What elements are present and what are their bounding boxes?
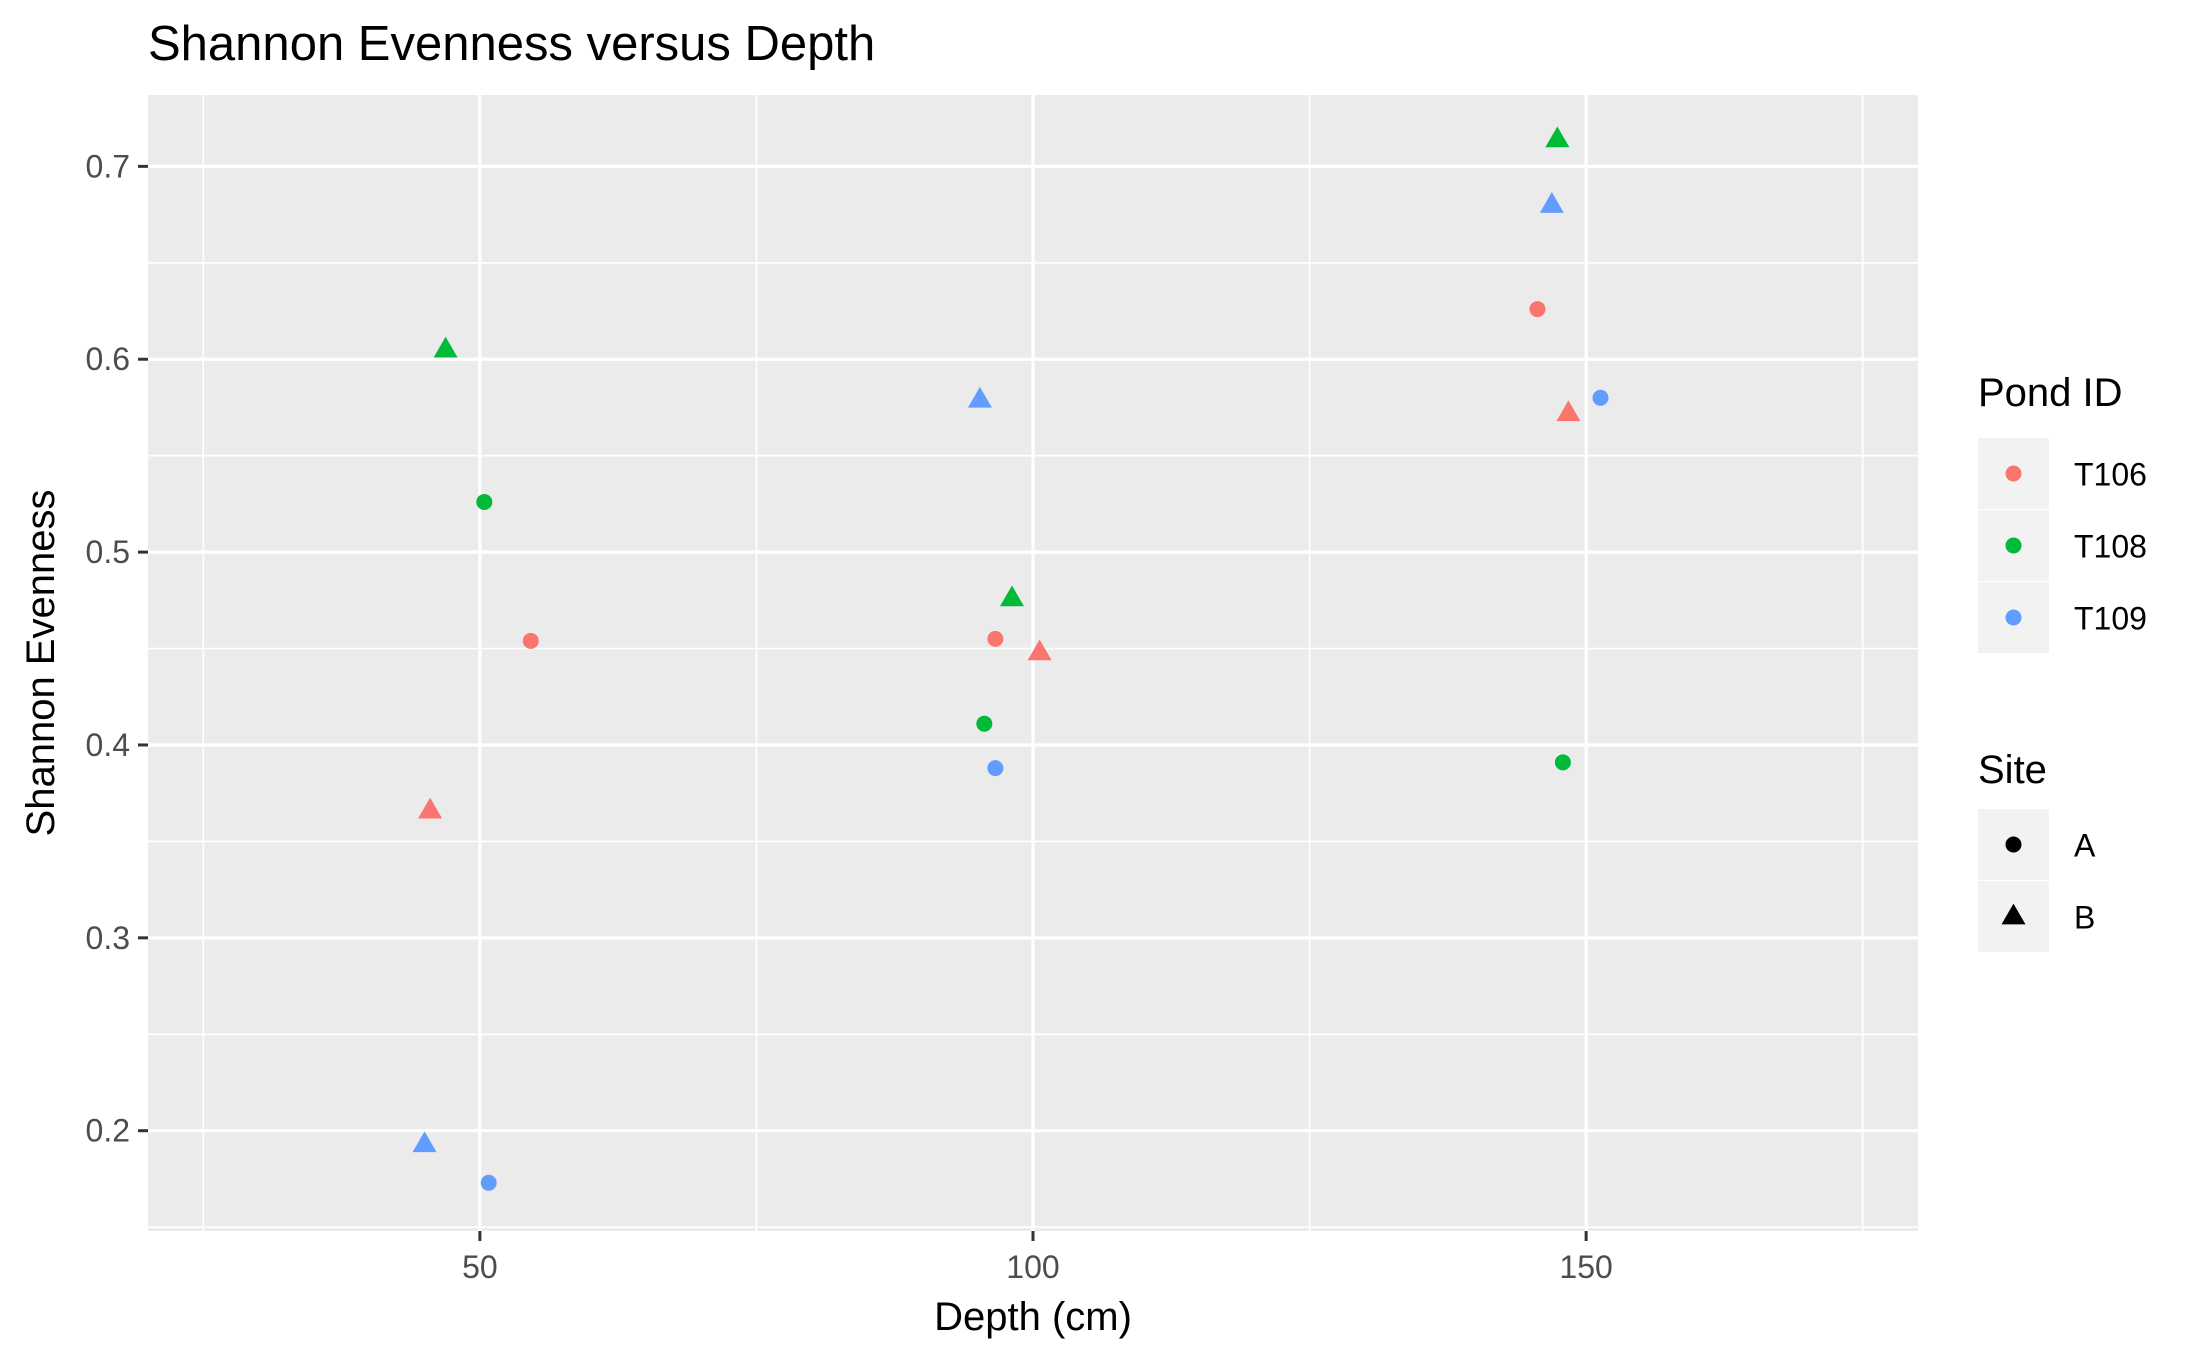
legend-label: T108 bbox=[2074, 529, 2147, 565]
legend-swatch bbox=[2005, 609, 2022, 626]
chart-title: Shannon Evenness versus Depth bbox=[148, 17, 875, 71]
point-t109-site-b bbox=[1539, 192, 1564, 213]
legend-swatch bbox=[2005, 836, 2022, 853]
legend-swatch bbox=[2005, 537, 2022, 554]
point-t108-site-b bbox=[999, 585, 1024, 607]
y-tick-label: 0.5 bbox=[86, 534, 130, 570]
legend-swatch bbox=[2005, 465, 2022, 482]
point-t106-site-a bbox=[987, 630, 1004, 647]
point-t109-site-a bbox=[987, 760, 1004, 777]
point-t109-site-b bbox=[412, 1131, 437, 1153]
legend-swatch bbox=[2001, 903, 2026, 925]
legend-label: T106 bbox=[2074, 457, 2147, 493]
major-gridlines bbox=[148, 95, 1918, 1231]
legend-label: B bbox=[2074, 900, 2095, 936]
legend-title: Pond ID bbox=[1978, 371, 2123, 415]
y-tick-label: 0.4 bbox=[86, 727, 130, 763]
y-axis: 0.2 0.3 0.4 0.5 0.6 0.7 bbox=[86, 148, 148, 1149]
point-t109-site-a bbox=[480, 1174, 497, 1191]
point-t108-site-a bbox=[976, 715, 993, 732]
point-t108-site-b bbox=[1545, 126, 1570, 148]
x-axis: 50 100 150 bbox=[462, 1231, 1613, 1285]
legends: Pond ID T106 T108 T109 Site AB bbox=[1978, 371, 2147, 952]
point-t108-site-a bbox=[1554, 754, 1571, 771]
point-t106-site-b bbox=[1556, 400, 1581, 422]
point-t106-site-b bbox=[418, 797, 443, 819]
legend-label: T109 bbox=[2074, 601, 2147, 637]
point-t109-site-a bbox=[1592, 389, 1609, 406]
data-points bbox=[412, 126, 1609, 1191]
x-tick-label: 150 bbox=[1559, 1249, 1612, 1285]
x-tick-label: 50 bbox=[462, 1249, 498, 1285]
x-axis-title: Depth (cm) bbox=[934, 1295, 1132, 1339]
legend-title: Site bbox=[1978, 748, 2047, 792]
point-t108-site-b bbox=[433, 336, 458, 358]
y-tick-label: 0.6 bbox=[86, 341, 130, 377]
point-t106-site-a bbox=[1529, 301, 1546, 318]
point-t109-site-b bbox=[967, 386, 992, 408]
point-t106-site-a bbox=[522, 632, 539, 649]
y-tick-label: 0.7 bbox=[86, 148, 130, 184]
y-axis-title: Shannon Evenness bbox=[19, 490, 63, 837]
point-t108-site-a bbox=[476, 493, 493, 510]
y-tick-label: 0.2 bbox=[86, 1113, 130, 1149]
point-t106-site-b bbox=[1027, 639, 1052, 661]
legend-label: A bbox=[2074, 828, 2096, 864]
y-tick-label: 0.3 bbox=[86, 920, 130, 956]
x-tick-label: 100 bbox=[1006, 1249, 1059, 1285]
